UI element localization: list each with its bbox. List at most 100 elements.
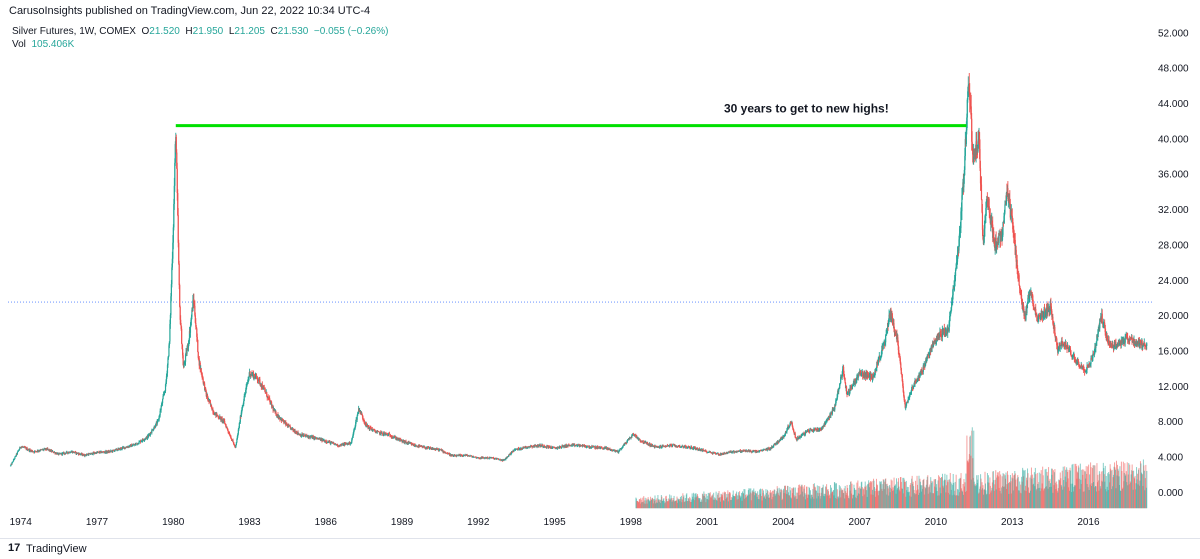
candle-body: [244, 395, 246, 397]
candle-body: [69, 451, 71, 453]
volume-bar: [954, 481, 956, 509]
candle-body: [788, 427, 790, 429]
volume-bar: [644, 497, 646, 509]
candle-body: [236, 439, 238, 443]
candle-body: [286, 423, 288, 426]
volume-bar: [654, 495, 656, 509]
candle-body: [824, 423, 827, 425]
chart-area[interactable]: 30 years to get to new highs! 0.000 4.000…: [0, 20, 1200, 538]
candle-body: [898, 353, 900, 356]
candle-body: [226, 427, 228, 429]
candle-body: [876, 361, 878, 365]
candle-body: [13, 458, 16, 460]
volume-bar: [910, 483, 912, 509]
candle-body: [958, 239, 960, 251]
candle-body: [506, 456, 508, 458]
candle-body: [51, 450, 53, 452]
candle-body: [958, 233, 961, 240]
candle-body: [418, 445, 420, 448]
candle-body: [174, 144, 176, 163]
candle-body: [756, 452, 758, 453]
candle-body: [279, 417, 281, 420]
candle-body: [37, 450, 39, 452]
candle-body: [932, 341, 935, 346]
price-chart[interactable]: 30 years to get to new highs! 0.0004.000…: [0, 20, 1200, 538]
candle-body: [95, 451, 98, 454]
candle-body: [838, 388, 840, 390]
candle-body: [378, 431, 380, 433]
candle-body: [610, 449, 612, 450]
candle-body: [73, 451, 75, 453]
candle-body: [17, 450, 19, 452]
candle-body: [639, 438, 641, 440]
candle-body: [852, 383, 854, 387]
candle-body: [566, 446, 568, 448]
candle-body: [497, 458, 500, 460]
candle-body: [155, 423, 157, 428]
candle-body: [205, 389, 207, 394]
candle-body: [873, 375, 875, 377]
candle-body: [647, 443, 649, 446]
candle-body: [508, 454, 510, 457]
candle-body: [261, 384, 263, 389]
candle-body: [541, 444, 544, 446]
candle-body: [587, 445, 589, 447]
candle-body: [204, 383, 206, 390]
candle-body: [867, 375, 869, 377]
candle-body: [921, 371, 923, 372]
candle-body: [510, 453, 512, 455]
candle-body: [599, 446, 601, 449]
candle-body: [269, 398, 271, 401]
candle-body: [694, 447, 697, 450]
candle-body: [129, 445, 131, 447]
candle-body: [271, 402, 273, 407]
candle-body: [26, 448, 28, 450]
candle-body: [256, 376, 258, 378]
candle-body: [212, 409, 214, 413]
candle-body: [701, 449, 703, 451]
candle-body: [859, 370, 861, 373]
candle-body: [732, 451, 734, 453]
candle-body: [197, 351, 199, 358]
candle-body: [650, 444, 652, 446]
candle-body: [775, 443, 777, 445]
candle-body: [882, 343, 884, 350]
candle-body: [926, 359, 928, 362]
candle-body: [420, 446, 422, 447]
candle-body: [229, 435, 231, 437]
candle-body: [619, 449, 621, 451]
candle-body: [710, 452, 712, 453]
candle-body: [444, 451, 446, 453]
candle-body: [963, 169, 965, 176]
candle-body: [223, 419, 225, 422]
candle-body: [520, 448, 522, 450]
candle-body: [396, 437, 398, 440]
candle-body: [618, 451, 620, 453]
candle-body: [598, 447, 600, 449]
candle-body: [539, 444, 542, 447]
candle-body: [163, 393, 165, 395]
candle-body: [389, 434, 391, 436]
candle-body: [150, 432, 152, 434]
candle-body: [351, 437, 353, 440]
candle-body: [811, 429, 813, 431]
candle-body: [279, 419, 282, 420]
candle-body: [722, 454, 724, 455]
volume-bar: [839, 486, 841, 509]
candle-body: [159, 410, 161, 416]
candle-body: [959, 232, 961, 234]
candle-body: [961, 195, 963, 212]
candle-body: [94, 453, 96, 454]
candle-body: [649, 443, 651, 446]
candle-body: [481, 457, 483, 458]
candle-body: [559, 446, 562, 448]
candle-body: [925, 359, 927, 364]
candle-body: [950, 307, 952, 312]
candle-body: [914, 380, 916, 385]
candle-body: [70, 451, 72, 453]
candle-body: [178, 263, 180, 286]
candle-body: [167, 356, 170, 359]
candle-body: [305, 435, 307, 437]
candle-body: [79, 454, 82, 455]
candle-body: [262, 386, 264, 390]
